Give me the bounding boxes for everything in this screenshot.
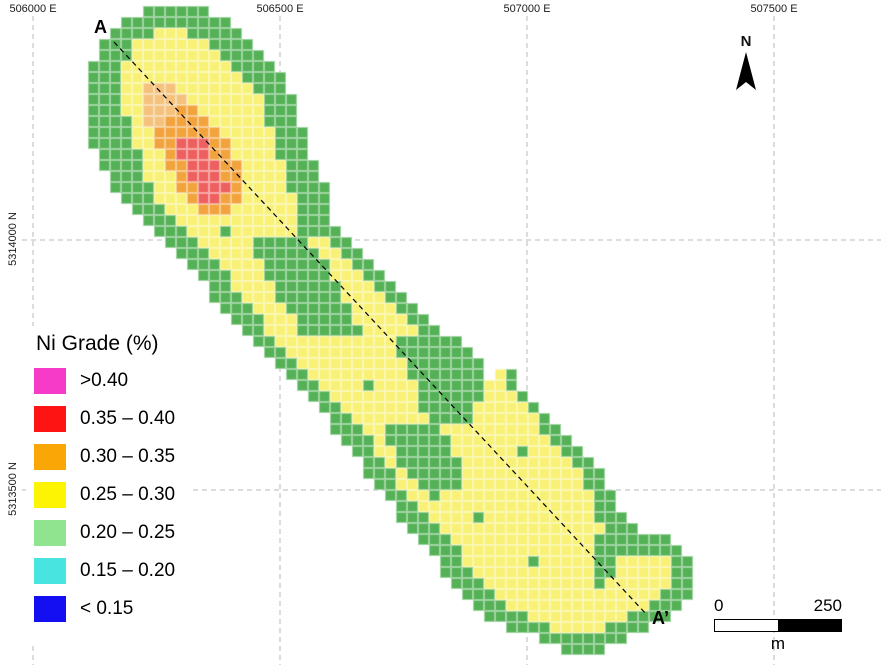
legend-swatch: [34, 520, 66, 546]
legend-swatch: [34, 558, 66, 584]
legend-swatch: [34, 596, 66, 622]
north-arrow: N: [731, 33, 761, 95]
legend-swatch: [34, 406, 66, 432]
easting-label: 507000 E: [503, 3, 551, 15]
legend-rows: >0.40 0.35 – 0.40 0.30 – 0.35 0.25 – 0.30 0.…: [34, 368, 175, 622]
north-arrow-icon: [736, 52, 756, 90]
easting-label: 506500 E: [256, 3, 304, 15]
section-label-a-prime: A’: [652, 608, 670, 628]
scale-bar-unit: m: [770, 634, 786, 653]
legend-item: 0.35 – 0.40: [34, 406, 175, 432]
legend-item: 0.30 – 0.35: [34, 444, 175, 470]
legend-item-label: < 0.15: [80, 598, 134, 619]
legend-item-label: 0.15 – 0.20: [80, 560, 176, 581]
easting-label: 507500 E: [750, 3, 798, 15]
legend: Ni Grade (%) >0.40 0.35 – 0.40 0.30 – 0.35…: [26, 326, 190, 644]
legend-item-label: 0.20 – 0.25: [80, 522, 176, 543]
section-label-a: A: [94, 17, 107, 37]
north-label: N: [740, 33, 752, 50]
northing-label: 5314000 N: [7, 212, 19, 266]
legend-title: Ni Grade (%): [36, 332, 159, 355]
legend-item-label: 0.35 – 0.40: [80, 408, 176, 429]
scale-bar-segment-white: [715, 620, 778, 631]
legend-item: 0.25 – 0.30: [34, 482, 175, 508]
legend-swatch: [34, 482, 66, 508]
scale-bar: 0 250 m: [714, 596, 842, 654]
legend-swatch: [34, 444, 66, 470]
scale-bar-segment-black: [778, 620, 841, 631]
scale-bar-zero: 0: [714, 596, 724, 615]
legend-item-label: 0.30 – 0.35: [80, 446, 176, 467]
legend-item: >0.40: [34, 368, 175, 394]
scale-bar-graphic: [714, 619, 842, 632]
legend-item-label: >0.40: [80, 370, 129, 391]
legend-item: 0.15 – 0.20: [34, 558, 175, 584]
section-line: [113, 41, 648, 616]
legend-swatch: [34, 368, 66, 394]
northing-label: 5313500 N: [7, 462, 19, 516]
easting-label: 506000 E: [9, 3, 57, 15]
legend-item: 0.20 – 0.25: [34, 520, 175, 546]
scale-bar-max: 250: [813, 596, 842, 615]
legend-item: < 0.15: [34, 596, 175, 622]
legend-item-label: 0.25 – 0.30: [80, 484, 176, 505]
